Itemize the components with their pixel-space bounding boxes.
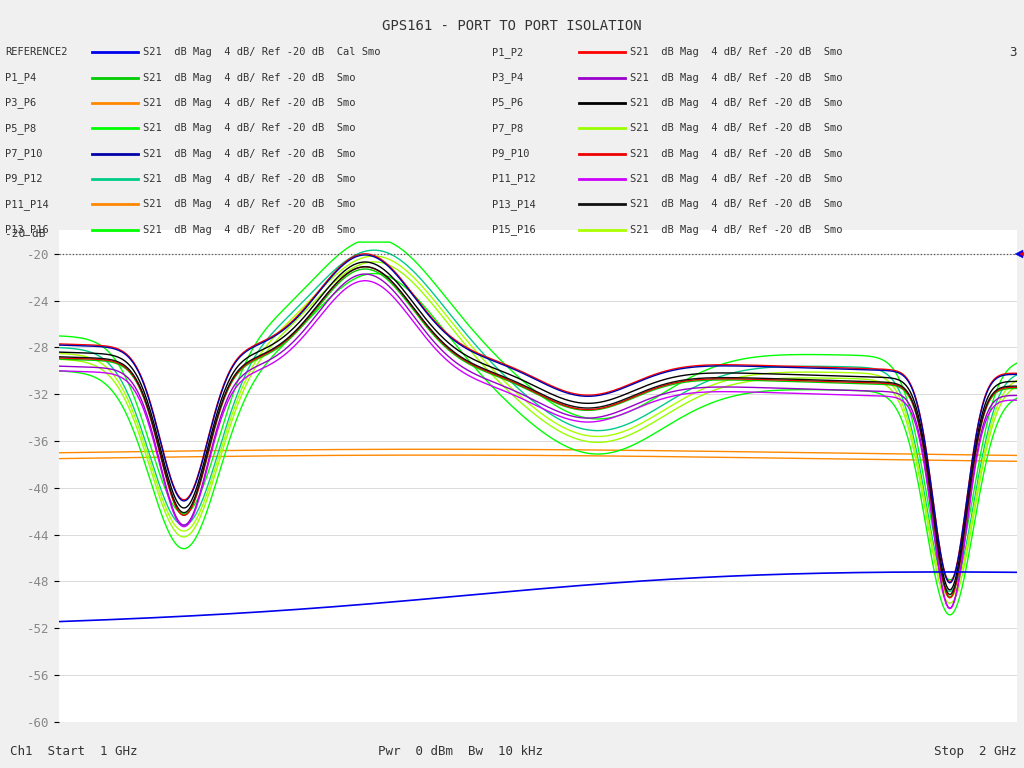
- Text: P13_P14: P13_P14: [492, 199, 536, 210]
- Text: S21  dB Mag  4 dB/ Ref -20 dB  Smo: S21 dB Mag 4 dB/ Ref -20 dB Smo: [143, 98, 356, 108]
- Text: S21  dB Mag  4 dB/ Ref -20 dB  Smo: S21 dB Mag 4 dB/ Ref -20 dB Smo: [143, 148, 356, 159]
- Text: REFERENCE2: REFERENCE2: [5, 47, 68, 58]
- Text: P7_P10: P7_P10: [5, 148, 43, 159]
- Text: P1_P4: P1_P4: [5, 72, 37, 83]
- Text: GPS161 - PORT TO PORT ISOLATION: GPS161 - PORT TO PORT ISOLATION: [382, 19, 642, 33]
- Text: S21  dB Mag  4 dB/ Ref -20 dB  Smo: S21 dB Mag 4 dB/ Ref -20 dB Smo: [630, 199, 843, 210]
- Text: P9_P10: P9_P10: [492, 148, 529, 159]
- Text: S21  dB Mag  4 dB/ Ref -20 dB  Smo: S21 dB Mag 4 dB/ Ref -20 dB Smo: [630, 123, 843, 134]
- Text: P5_P8: P5_P8: [5, 123, 37, 134]
- Text: S21  dB Mag  4 dB/ Ref -20 dB  Smo: S21 dB Mag 4 dB/ Ref -20 dB Smo: [630, 224, 843, 235]
- Text: P15_P16: P15_P16: [492, 224, 536, 235]
- Text: -20 dB: -20 dB: [5, 229, 46, 239]
- Text: S21  dB Mag  4 dB/ Ref -20 dB  Smo: S21 dB Mag 4 dB/ Ref -20 dB Smo: [143, 174, 356, 184]
- Text: S21  dB Mag  4 dB/ Ref -20 dB  Smo: S21 dB Mag 4 dB/ Ref -20 dB Smo: [143, 199, 356, 210]
- Text: S21  dB Mag  4 dB/ Ref -20 dB  Smo: S21 dB Mag 4 dB/ Ref -20 dB Smo: [630, 72, 843, 83]
- Text: S21  dB Mag  4 dB/ Ref -20 dB  Smo: S21 dB Mag 4 dB/ Ref -20 dB Smo: [143, 224, 356, 235]
- Text: P13_P16: P13_P16: [5, 224, 49, 235]
- Text: Ch1  Start  1 GHz: Ch1 Start 1 GHz: [10, 745, 138, 757]
- Text: S21  dB Mag  4 dB/ Ref -20 dB  Smo: S21 dB Mag 4 dB/ Ref -20 dB Smo: [143, 72, 356, 83]
- Text: Pwr  0 dBm  Bw  10 kHz: Pwr 0 dBm Bw 10 kHz: [378, 745, 544, 757]
- Text: P7_P8: P7_P8: [492, 123, 523, 134]
- Text: P1_P2: P1_P2: [492, 47, 523, 58]
- Text: P11_P12: P11_P12: [492, 174, 536, 184]
- Text: P9_P12: P9_P12: [5, 174, 43, 184]
- Text: S21  dB Mag  4 dB/ Ref -20 dB  Smo: S21 dB Mag 4 dB/ Ref -20 dB Smo: [630, 174, 843, 184]
- Text: S21  dB Mag  4 dB/ Ref -20 dB  Cal Smo: S21 dB Mag 4 dB/ Ref -20 dB Cal Smo: [143, 47, 381, 58]
- Text: S21  dB Mag  4 dB/ Ref -20 dB  Smo: S21 dB Mag 4 dB/ Ref -20 dB Smo: [143, 123, 356, 134]
- Text: P3_P4: P3_P4: [492, 72, 523, 83]
- Text: P5_P6: P5_P6: [492, 98, 523, 108]
- Text: Stop  2 GHz: Stop 2 GHz: [934, 745, 1017, 757]
- Text: S21  dB Mag  4 dB/ Ref -20 dB  Smo: S21 dB Mag 4 dB/ Ref -20 dB Smo: [630, 98, 843, 108]
- Text: S21  dB Mag  4 dB/ Ref -20 dB  Smo: S21 dB Mag 4 dB/ Ref -20 dB Smo: [630, 47, 843, 58]
- Text: 3: 3: [1010, 46, 1017, 58]
- Text: P11_P14: P11_P14: [5, 199, 49, 210]
- Text: S21  dB Mag  4 dB/ Ref -20 dB  Smo: S21 dB Mag 4 dB/ Ref -20 dB Smo: [630, 148, 843, 159]
- Text: P3_P6: P3_P6: [5, 98, 37, 108]
